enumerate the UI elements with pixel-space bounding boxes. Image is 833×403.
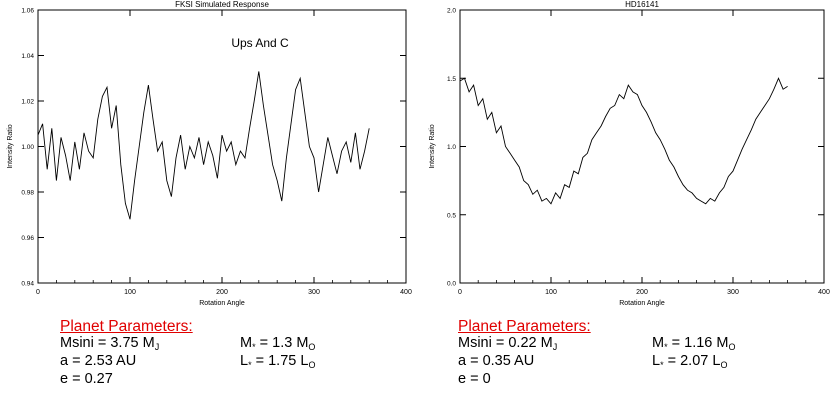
x-tick-label: 300 [727, 289, 739, 296]
planet-parameters-left: Planet Parameters: Msini = 3.75 MJ a = 2… [60, 318, 400, 400]
y-tick-label: 1.0 [447, 144, 456, 151]
x-tick-label: 300 [308, 289, 320, 296]
y-tick-label: 0.5 [447, 212, 456, 219]
a-value: a = 2.53 AU [60, 353, 137, 369]
plot-frame [37, 9, 407, 284]
left-panel: FKSI Simulated Response Ups And C 0 100 200 3… [0, 0, 416, 403]
y-tick-label: 0.98 [21, 190, 34, 197]
x-tick-label: 400 [400, 289, 412, 296]
x-tick-label: 0 [36, 289, 40, 296]
y-tick-label: 0.96 [21, 235, 34, 242]
params-heading: Planet Parameters: [458, 318, 591, 335]
y-axis-label: Intensity Ratio [429, 124, 436, 168]
e-value: e = 0 [458, 371, 491, 387]
chart-title: FKSI Simulated Response [175, 0, 269, 9]
y-tick-label: 0.0 [447, 281, 456, 288]
chart-hd16141: HD16141 0 100 200 300 400 0.0 0.5 1.0 1.5 2.0 Rotat… [429, 0, 830, 307]
plot-frame [459, 9, 825, 284]
lstar-value: L* = 2.07 LO [652, 353, 728, 370]
y-axis-label: Intensity Ratio [7, 124, 14, 168]
y-tick-label: 1.04 [21, 53, 34, 60]
y-tick-label: 0.94 [21, 281, 34, 288]
lstar-value: L* = 1.75 LO [240, 353, 316, 370]
planet-parameters-right: Planet Parameters: Msini = 0.22 MJ a = 0… [458, 318, 818, 400]
x-tick-label: 0 [458, 289, 462, 296]
chart-ups-and-c: FKSI Simulated Response Ups And C 0 100 200 3… [7, 0, 412, 307]
x-tick-label: 200 [216, 289, 228, 296]
mstar-value: M* = 1.3 MO [240, 335, 316, 352]
y-tick-label: 1.06 [21, 8, 34, 15]
y-tick-label: 2.0 [447, 8, 456, 15]
chart-title: HD16141 [625, 0, 659, 9]
x-axis-label: Rotation Angle [199, 300, 245, 307]
msini-value: Msini = 0.22 MJ [458, 335, 558, 352]
mstar-value: M* = 1.16 MO [652, 335, 736, 352]
y-tick-label: 1.5 [447, 76, 456, 83]
x-tick-label: 400 [818, 289, 830, 296]
right-panel: HD16141 0 100 200 300 400 0.0 0.5 1.0 1.5 2.0 Rotat… [416, 0, 832, 403]
a-value: a = 0.35 AU [458, 353, 535, 369]
series-line [37, 71, 370, 220]
y-tick-label: 1.02 [21, 99, 34, 106]
x-tick-label: 100 [124, 289, 136, 296]
x-axis-label: Rotation Angle [619, 300, 665, 307]
chart-annotation: Ups And C [231, 36, 289, 50]
params-heading: Planet Parameters: [60, 318, 193, 335]
series-line [459, 77, 788, 205]
y-tick-label: 1.00 [21, 144, 34, 151]
e-value: e = 0.27 [60, 371, 113, 387]
msini-value: Msini = 3.75 MJ [60, 335, 160, 352]
x-tick-label: 100 [545, 289, 557, 296]
x-tick-label: 200 [636, 289, 648, 296]
